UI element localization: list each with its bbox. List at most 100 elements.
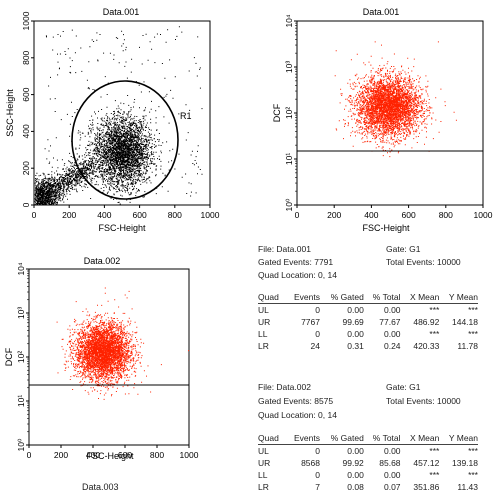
plot-frame [33, 20, 211, 206]
cell: 0.00 [347, 329, 364, 339]
plot-title: Data.002 [84, 256, 121, 266]
data-points [56, 287, 190, 400]
scatter-points [334, 41, 457, 158]
cell: 139.18 [452, 458, 478, 468]
scatter-points [56, 287, 190, 400]
col-header: Y Mean [439, 432, 478, 445]
col-header: % Gated [319, 432, 364, 445]
cell: *** [468, 305, 478, 315]
gate-name: Gate: G1 [386, 382, 421, 392]
cell: *** [468, 329, 478, 339]
x-tick-label: 1000 [180, 450, 199, 460]
y-tick-label: 10³ [284, 61, 294, 73]
plot-title: Data.001 [363, 7, 400, 17]
cell: *** [429, 470, 440, 480]
cell: UR [258, 317, 271, 327]
y-tick-label: 1000 [21, 11, 31, 30]
cell: 0.00 [383, 329, 401, 339]
table-row: UL 0 0.00 0.00 *** *** [258, 445, 478, 458]
stats-panel-data002: File: Data.002 Gate: G1 Gated Events: 85… [258, 382, 488, 422]
quad-stats-table-data002: Quad Events % Gated % Total X Mean Y Mea… [258, 432, 478, 493]
col-header: Quad [258, 291, 286, 304]
cell: 420.33 [413, 341, 440, 351]
cell: 11.43 [457, 482, 478, 492]
y-tick-label: 600 [21, 87, 31, 101]
x-tick-label: 800 [168, 210, 182, 220]
y-tick-label: 10¹ [284, 153, 294, 165]
cell: 0.08 [347, 482, 364, 492]
cell: *** [429, 446, 440, 456]
cell: LR [258, 341, 269, 351]
x-tick-label: 0 [27, 450, 32, 460]
x-tick-label: 0 [295, 210, 300, 220]
cell: *** [468, 470, 478, 480]
file-name: File: Data.001 [258, 244, 311, 254]
x-tick-label: 800 [150, 450, 164, 460]
y-tick-label: 0 [21, 202, 31, 207]
col-header: Quad [258, 432, 286, 445]
table-row: UL 0 0.00 0.00 *** *** [258, 304, 478, 317]
scatter-points [34, 26, 203, 206]
cell: 24 [310, 341, 320, 351]
y-tick-label: 800 [21, 50, 31, 64]
plot-title: Data.001 [103, 7, 140, 17]
quad-stats-table-data001: Quad Events % Gated % Total X Mean Y Mea… [258, 291, 478, 352]
table-row: UR 8568 99.92 85.68 457.12 139.18 [258, 457, 478, 469]
x-tick-label: 0 [32, 210, 37, 220]
cell: 0.31 [347, 341, 364, 351]
data-points [334, 41, 457, 158]
x-tick-label: 1000 [201, 210, 220, 220]
cell: LR [258, 482, 269, 492]
table-row: LR 24 0.31 0.24 420.33 11.78 [258, 340, 478, 352]
col-header: X Mean [400, 291, 440, 304]
cell: 0.00 [383, 305, 401, 315]
y-tick-label: 400 [21, 124, 31, 138]
cell: LL [258, 329, 268, 339]
file-name: File: Data.002 [258, 382, 311, 392]
stats-panel-data001: File: Data.001 Gate: G1 Gated Events: 77… [258, 244, 488, 354]
x-tick-label: 400 [364, 210, 378, 220]
y-tick-label: 10⁴ [284, 14, 294, 27]
x-tick-label: 800 [439, 210, 453, 220]
x-tick-label: 600 [402, 210, 416, 220]
y-axis-label: DCF [272, 103, 282, 122]
table-header-row: Quad Events % Gated % Total X Mean Y Mea… [258, 432, 478, 445]
table-row: LL 0 0.00 0.00 *** *** [258, 328, 478, 340]
cell: 0 [315, 305, 320, 315]
x-tick-label: 200 [327, 210, 341, 220]
cell: UL [258, 305, 269, 315]
total-events: Total Events: 10000 [386, 396, 461, 406]
gate-name: Gate: G1 [386, 244, 421, 254]
y-tick-label: 10¹ [16, 395, 26, 407]
gated-events: Gated Events: 8575 [258, 396, 334, 406]
cell: 0.00 [383, 470, 401, 480]
x-tick-label: 400 [97, 210, 111, 220]
col-header: X Mean [400, 432, 440, 445]
cell: 0 [315, 329, 320, 339]
cell: *** [429, 305, 440, 315]
x-axis-label: FSC-Height [98, 223, 146, 233]
table-header-row: Quad Events % Gated % Total X Mean Y Mea… [258, 291, 478, 304]
cell: LL [258, 470, 268, 480]
x-tick-label: 400 [86, 450, 100, 460]
cell: *** [468, 446, 478, 456]
table-row: LR 7 0.08 0.07 351.86 11.43 [258, 481, 478, 493]
y-tick-label: 10⁰ [284, 198, 294, 211]
cell: 0.00 [347, 446, 364, 456]
gate-label: R1 [180, 111, 192, 121]
cell: 351.86 [413, 482, 440, 492]
cell: UR [258, 458, 271, 468]
col-header: Events [285, 291, 320, 304]
cell: 0 [315, 470, 320, 480]
y-axis-label: SSC-Height [5, 89, 15, 137]
quad-location: Quad Location: 0, 14 [258, 410, 337, 420]
y-tick-label: 10⁴ [16, 262, 26, 275]
gate-r1[interactable] [71, 80, 179, 200]
quad-location: Quad Location: 0, 14 [258, 270, 337, 280]
axes: 0 200 400 600 800 1000 10⁰ 10¹ 10² 10³ 10⁴ [16, 262, 199, 460]
cell: 0.00 [347, 305, 364, 315]
y-tick-label: 200 [21, 161, 31, 175]
cell: UL [258, 446, 269, 456]
x-tick-label: 200 [62, 210, 76, 220]
